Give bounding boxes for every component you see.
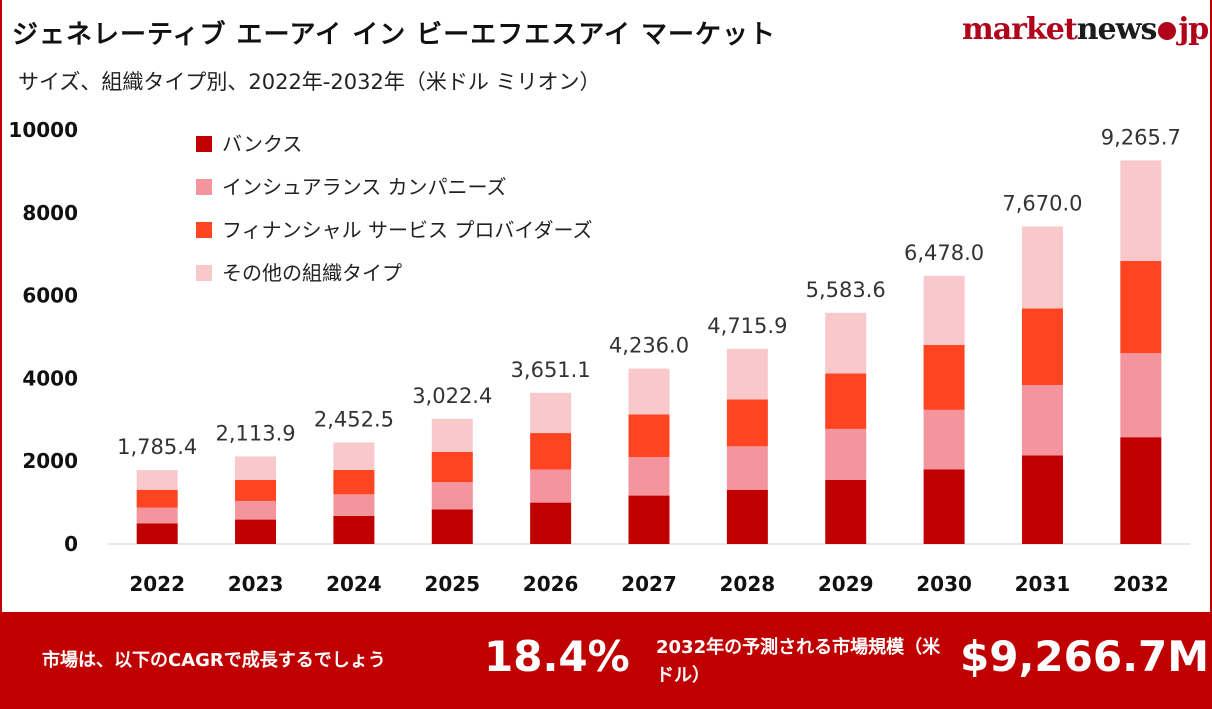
bar-segment: [628, 495, 670, 544]
bar-segment: [726, 399, 768, 447]
cagr-text: 市場は、以下のCAGRで成長するでしょう: [42, 650, 386, 671]
x-tick-label: 2026: [523, 572, 579, 596]
bar-segment: [333, 469, 375, 495]
bar-segment: [923, 469, 965, 544]
bar-total-label: 4,236.0: [609, 334, 689, 358]
y-tick-label: 10000: [8, 118, 78, 142]
legend-label: インシュアランス カンパニーズ: [222, 175, 507, 199]
legend-swatch: [196, 136, 212, 152]
logo-text-jp: jp: [1178, 12, 1209, 47]
x-tick-label: 2023: [228, 572, 284, 596]
bar-segment: [726, 446, 768, 490]
legend-swatch: [196, 179, 212, 195]
bar-total-label: 3,651.1: [511, 358, 591, 382]
legend-label: その他の組織タイプ: [222, 261, 402, 285]
bar-segment: [1021, 308, 1063, 386]
x-tick-label: 2031: [1015, 572, 1071, 596]
bar-segment: [1120, 353, 1162, 438]
bar-segment: [825, 312, 867, 374]
x-tick-label: 2027: [621, 572, 677, 596]
bar-segment: [726, 489, 768, 544]
x-tick-label: 2022: [129, 572, 185, 596]
chart-subtitle: サイズ、組織タイプ別、2022年-2032年（米ドル ミリオン）: [18, 70, 601, 94]
y-tick-label: 4000: [22, 366, 78, 390]
bar-segment: [825, 428, 867, 480]
bar-segment: [825, 373, 867, 429]
bar-segment: [726, 348, 768, 400]
stacked-bar-chart: 0 2000 4000 6000 8000 10000 1,785.4 2022 2,113.9…: [8, 118, 1190, 596]
bar-total-label: 4,715.9: [707, 314, 787, 338]
legend-label: バンクス: [222, 132, 302, 156]
market-size-value: $9,266.7M: [960, 632, 1210, 681]
bar-segment: [431, 418, 473, 452]
bar-total-label: 2,113.9: [215, 421, 295, 445]
bar-segment: [530, 433, 572, 470]
y-tick-label: 0: [64, 532, 78, 556]
bar-segment: [333, 494, 375, 516]
bar-segment: [1120, 260, 1162, 354]
bar-total-label: 6,478.0: [904, 241, 984, 265]
bar-segment: [333, 515, 375, 544]
x-tick-label: 2032: [1113, 572, 1169, 596]
bar-total-label: 1,785.4: [117, 435, 197, 459]
x-tick-label: 2030: [916, 572, 972, 596]
bar-segment: [825, 479, 867, 544]
bar-segment: [136, 489, 178, 508]
bar-segment: [136, 507, 178, 524]
bar-segment: [1120, 160, 1162, 261]
logo-text-market: market: [962, 12, 1078, 47]
bar-segment: [1120, 437, 1162, 544]
x-tick-label: 2025: [424, 572, 480, 596]
y-tick-label: 2000: [22, 449, 78, 473]
bar-total-label: 7,670.0: [1002, 191, 1082, 215]
bar-total-label: 5,583.6: [806, 278, 886, 302]
chart-title: ジェネレーティブ エーアイ イン ビーエフエスアイ マーケット: [12, 20, 777, 50]
bar-segment: [923, 344, 965, 410]
bar-segment: [628, 368, 670, 415]
bar-segment: [333, 442, 375, 470]
logo-text-news: news: [1076, 12, 1158, 47]
legend-label: フィナンシャル サービス プロバイダーズ: [222, 218, 593, 242]
x-tick-label: 2024: [326, 572, 382, 596]
bar-segment: [1021, 226, 1063, 309]
bar-segment: [530, 392, 572, 434]
x-tick-label: 2028: [720, 572, 776, 596]
logo-mark-icon: [1158, 22, 1177, 40]
bar-segment: [235, 519, 277, 544]
bar-segment: [530, 469, 572, 503]
bar-segment: [431, 451, 473, 483]
bar-segment: [235, 500, 277, 520]
bar-segment: [136, 523, 178, 544]
y-tick-label: 8000: [22, 201, 78, 225]
bar-segment: [1021, 385, 1063, 456]
bar-segment: [628, 457, 670, 496]
footer-banner: 市場は、以下のCAGRで成長するでしょう 18.4% 2032年の予測される市場…: [0, 612, 1212, 709]
bar-segment: [628, 414, 670, 458]
legend-swatch: [196, 265, 212, 281]
bar-segment: [431, 509, 473, 544]
x-tick-label: 2029: [818, 572, 874, 596]
bar-segment: [431, 482, 473, 510]
bar-segment: [235, 479, 277, 501]
market-size-label: 2032年の予測される市場規模（米ドル）: [656, 637, 941, 686]
frame-right-border: [1210, 0, 1212, 612]
bar-segment: [530, 502, 572, 544]
brand-logo[interactable]: marketnews jp: [962, 12, 1209, 47]
bar-segment: [923, 275, 965, 345]
bar-segment: [136, 470, 178, 490]
bar-total-label: 9,265.7: [1101, 125, 1181, 149]
bar-total-label: 3,022.4: [412, 384, 492, 408]
cagr-value: 18.4%: [484, 632, 630, 681]
bar-segment: [923, 409, 965, 470]
legend-swatch: [196, 222, 212, 238]
bar-segment: [235, 456, 277, 480]
y-tick-label: 6000: [22, 284, 78, 308]
bar-segment: [1021, 455, 1063, 544]
frame-left-border: [0, 0, 2, 612]
bar-total-label: 2,452.5: [314, 407, 394, 431]
